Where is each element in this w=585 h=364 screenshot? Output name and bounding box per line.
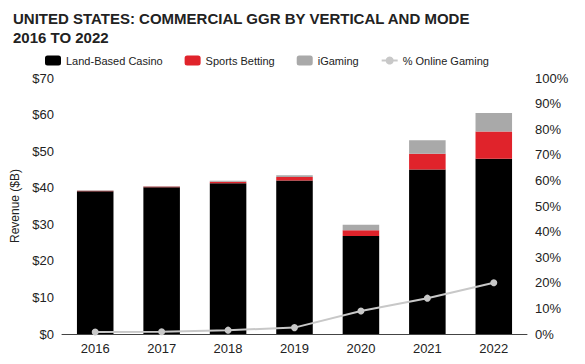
svg-text:2016: 2016 <box>81 341 110 356</box>
svg-text:2017: 2017 <box>147 341 176 356</box>
svg-text:90%: 90% <box>535 96 561 111</box>
svg-text:80%: 80% <box>535 122 561 137</box>
svg-text:10%: 10% <box>535 301 561 316</box>
svg-text:$10: $10 <box>32 290 54 305</box>
svg-text:% Online Gaming: % Online Gaming <box>403 55 489 67</box>
svg-text:2021: 2021 <box>413 341 442 356</box>
svg-text:$30: $30 <box>32 217 54 232</box>
svg-text:50%: 50% <box>535 199 561 214</box>
svg-text:Sports Betting: Sports Betting <box>206 55 275 67</box>
svg-text:0%: 0% <box>535 327 554 342</box>
svg-text:Revenue ($B): Revenue ($B) <box>8 169 22 243</box>
svg-text:100%: 100% <box>535 71 569 86</box>
svg-text:60%: 60% <box>535 173 561 188</box>
svg-text:iGaming: iGaming <box>318 55 359 67</box>
svg-text:Land-Based Casino: Land-Based Casino <box>66 55 163 67</box>
svg-text:20%: 20% <box>535 275 561 290</box>
svg-text:$20: $20 <box>32 253 54 268</box>
svg-text:$50: $50 <box>32 144 54 159</box>
svg-text:2022: 2022 <box>479 341 508 356</box>
svg-text:40%: 40% <box>535 224 561 239</box>
svg-text:2019: 2019 <box>280 341 309 356</box>
svg-text:2016 TO 2022: 2016 TO 2022 <box>13 29 109 46</box>
svg-text:$0: $0 <box>40 327 54 342</box>
svg-text:$60: $60 <box>32 107 54 122</box>
svg-text:UNITED STATES: COMMERCIAL GGR: UNITED STATES: COMMERCIAL GGR BY VERTICA… <box>13 10 469 27</box>
svg-text:$40: $40 <box>32 180 54 195</box>
svg-text:2020: 2020 <box>346 341 375 356</box>
svg-text:70%: 70% <box>535 147 561 162</box>
svg-text:30%: 30% <box>535 250 561 265</box>
svg-text:2018: 2018 <box>214 341 243 356</box>
svg-text:$70: $70 <box>32 71 54 86</box>
